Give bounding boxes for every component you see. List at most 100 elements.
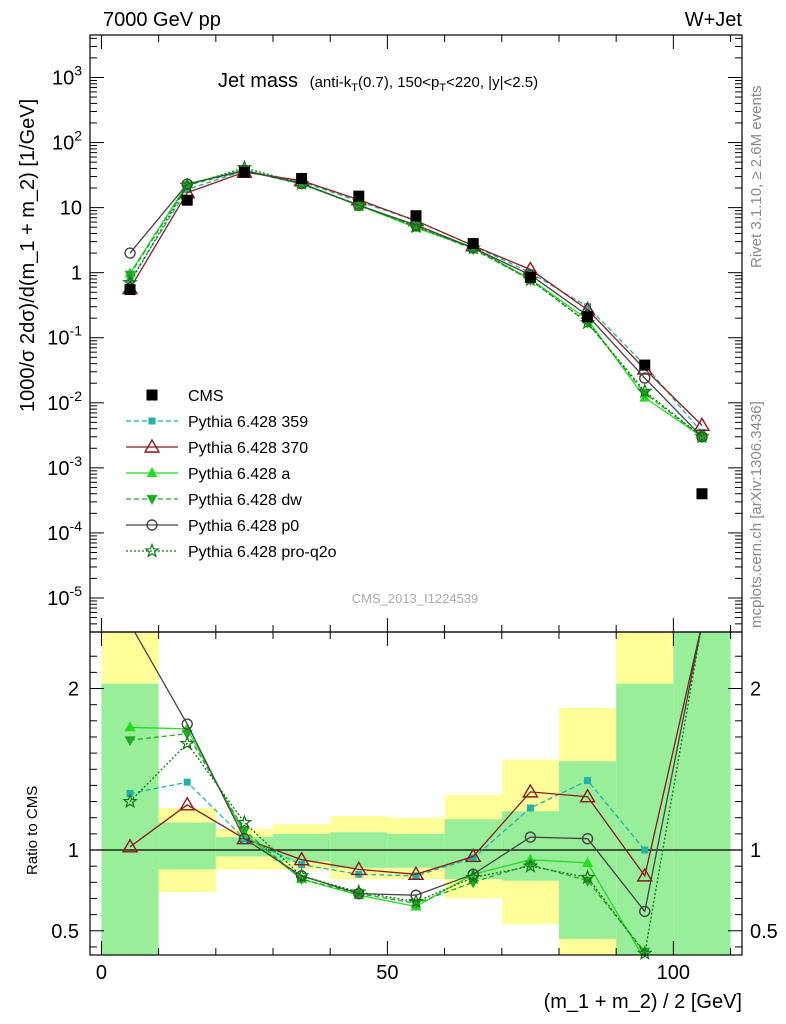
ratio-plot-frame xyxy=(89,631,743,956)
uncertainty-band-inner xyxy=(387,833,445,868)
legend-marker xyxy=(148,417,156,425)
legend-label: Pythia 6.428 p0 xyxy=(188,518,299,535)
legend-item: CMS xyxy=(146,388,224,405)
series-point-ratio xyxy=(350,883,367,899)
uncertainty-band-inner xyxy=(673,632,731,955)
legend-label: Pythia 6.428 370 xyxy=(188,440,308,457)
y-tick-label: 10-4 xyxy=(47,518,82,545)
series-point-ratio xyxy=(181,729,193,740)
data-point-cms xyxy=(696,488,708,500)
y-axis-title-ratio: Ratio to CMS xyxy=(24,786,41,875)
x-tick-label: 50 xyxy=(376,962,398,984)
series-point-ratio xyxy=(236,814,253,830)
x-tick-label: 0 xyxy=(96,962,107,984)
series-point-main xyxy=(584,303,592,311)
series-point-ratio xyxy=(121,838,139,853)
series-point-ratio xyxy=(639,905,651,918)
data-point-cms xyxy=(524,271,536,283)
series-point-ratio xyxy=(408,893,424,909)
ratio-y-tick-label: 1 xyxy=(68,840,79,862)
data-point-cms xyxy=(582,311,594,323)
legend-marker xyxy=(146,389,158,401)
series-point-ratio xyxy=(636,945,653,961)
data-point-cms xyxy=(181,194,193,206)
series-point-ratio xyxy=(350,861,368,876)
mcplots-label: mcplots.cern.ch [arXiv:1306.3436] xyxy=(748,401,765,628)
series-point-ratio xyxy=(636,867,653,882)
series-point-ratio xyxy=(293,867,310,883)
series-point-ratio xyxy=(581,833,594,845)
chart-title-main: Jet mass xyxy=(218,70,298,92)
series-point-ratio xyxy=(124,736,136,747)
legend-marker xyxy=(146,467,158,477)
series-point-ratio xyxy=(407,865,425,880)
y-tick-label: 10 xyxy=(60,198,82,220)
series-point-ratio xyxy=(464,848,482,863)
data-point-cms xyxy=(296,173,308,185)
data-point-cms xyxy=(124,284,136,296)
y-tick-label: 102 xyxy=(52,128,82,155)
rivet-label: Rivet 3.1.10, ≥ 2.6M events xyxy=(748,86,765,269)
header-left: 7000 GeV pp xyxy=(103,9,221,31)
series-point-main xyxy=(350,196,367,212)
uncertainty-band-inner xyxy=(158,822,216,870)
y-tick-label: 10-5 xyxy=(47,583,82,610)
series-point-ratio xyxy=(412,872,420,880)
y-tick-label: 10-1 xyxy=(47,323,82,350)
legend: CMS Pythia 6.428 359 Pythia 6.428 370 Pythi… xyxy=(126,388,337,561)
legend-marker xyxy=(143,438,161,453)
series-line-main xyxy=(129,170,703,438)
series-point-main xyxy=(179,177,196,193)
x-axis-title: (m_1 + m_2) / 2 [GeV] xyxy=(544,991,742,1013)
legend-item: Pythia 6.428 a xyxy=(126,466,290,483)
y-tick-label: 1 xyxy=(71,263,82,285)
series-point-ratio xyxy=(522,857,539,873)
legend-label: Pythia 6.428 359 xyxy=(188,414,308,431)
series-point-ratio xyxy=(579,788,596,803)
series-line-ratio xyxy=(129,632,702,955)
legend-marker xyxy=(144,542,160,558)
legend-label: Pythia 6.428 pro-q2o xyxy=(188,544,337,561)
y-tick-label: 10-3 xyxy=(47,453,82,480)
series-point-ratio xyxy=(467,868,479,880)
series-point-main xyxy=(124,247,136,259)
uncertainty-band-inner xyxy=(273,833,331,862)
series-point-ratio xyxy=(641,846,649,854)
series-point-ratio xyxy=(410,889,422,901)
ratio-y-tick-label-right: 2 xyxy=(750,679,761,701)
series-point-ratio xyxy=(238,833,251,845)
series-point-ratio xyxy=(465,869,482,885)
series-point-ratio xyxy=(293,851,310,866)
legend-label: Pythia 6.428 dw xyxy=(188,492,302,509)
series-point-ratio xyxy=(526,804,534,812)
data-point-cms xyxy=(467,238,479,250)
series-point-ratio xyxy=(582,856,594,867)
series-point-ratio xyxy=(122,793,138,809)
series-line-ratio xyxy=(129,632,701,878)
legend-label: CMS xyxy=(188,388,224,405)
main-plot-frame xyxy=(89,34,743,633)
legend-item: Pythia 6.428 p0 xyxy=(126,518,299,535)
series-line-main xyxy=(129,167,703,438)
legend-marker xyxy=(146,519,158,531)
series-point-main xyxy=(636,383,653,399)
series-point-ratio xyxy=(584,777,592,785)
y-axis-title-main: 1000/σ 2dσ)/d(m_1 + m_2) [1/GeV] xyxy=(17,99,39,412)
series-point-main xyxy=(408,218,424,234)
series-point-ratio xyxy=(179,796,196,811)
legend-marker xyxy=(146,495,158,505)
series-point-ratio xyxy=(353,887,365,900)
y-tick-label: 10-2 xyxy=(47,388,82,415)
series-point-ratio xyxy=(524,860,536,871)
data-point-cms xyxy=(353,190,365,202)
series-point-ratio xyxy=(183,778,191,786)
legend-item: Pythia 6.428 359 xyxy=(126,414,308,431)
ratio-y-tick-label: 0.5 xyxy=(51,921,79,943)
series-point-main xyxy=(696,432,708,443)
series-point-main xyxy=(410,222,422,233)
data-point-cms xyxy=(410,210,422,222)
x-tick-label: 100 xyxy=(657,962,690,984)
ratio-y-tick-label-right: 1 xyxy=(750,840,761,862)
chart-title-sub: (anti-kT(0.7), 150<pT<220, |y|<2.5) xyxy=(310,74,539,94)
